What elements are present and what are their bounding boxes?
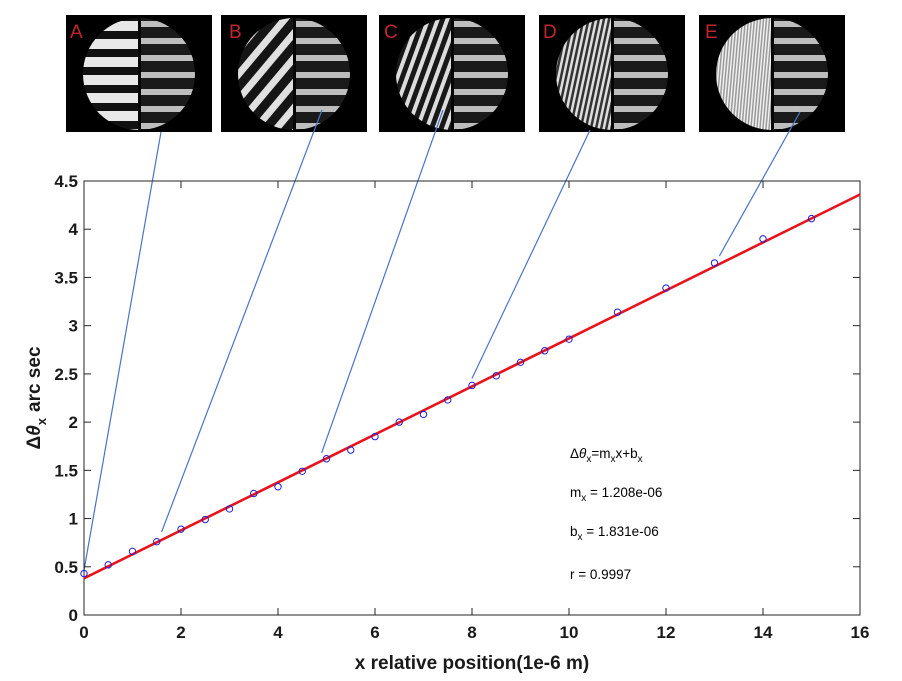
- data-point: [80, 569, 88, 578]
- panel-c-divider: [451, 18, 454, 130]
- fit-equation-sub-3: x: [638, 454, 643, 465]
- slope-sub: x: [581, 493, 586, 504]
- panel-a: A: [66, 15, 212, 132]
- connector-line: [321, 109, 444, 453]
- data-point: [419, 410, 428, 419]
- x-tick-label: 6: [370, 623, 379, 642]
- fit-equation-mid: x+b: [616, 446, 638, 461]
- y-tick-label: 0.5: [54, 558, 78, 577]
- data-point: [225, 505, 234, 513]
- y-tick-label: 3.5: [54, 268, 78, 287]
- panel-b: B: [221, 15, 367, 132]
- data-point: [201, 515, 209, 524]
- data-point: [347, 446, 355, 454]
- y-axis-title-theta: θ: [24, 425, 45, 436]
- interferogram-panels: A B C D: [66, 15, 845, 132]
- fit-annotations: Δθx=mxx+bx mx = 1.208e-06 bx = 1.831e-06…: [570, 446, 662, 582]
- fit-equation-delta: Δ: [570, 446, 579, 461]
- slope-name: m: [570, 485, 581, 500]
- fit-line: [83, 193, 861, 580]
- x-tick-label: 8: [467, 623, 476, 642]
- y-axis-title-delta: Δ: [24, 436, 45, 450]
- data-point: [613, 308, 622, 316]
- panel-d-divider: [611, 18, 614, 130]
- fit-equation: Δθx=mxx+bx: [570, 446, 643, 465]
- fit-equation-theta: θ: [579, 446, 587, 461]
- intercept-value: = 1.831e-06: [583, 524, 659, 539]
- fit-equation-sub-1: x: [586, 454, 591, 465]
- data-point: [128, 547, 137, 556]
- x-axis-title: x relative position(1e-6 m): [355, 653, 589, 674]
- data-point: [710, 259, 719, 267]
- data-point: [807, 214, 816, 223]
- y-tick-label: 2.5: [54, 365, 78, 384]
- data-point: [153, 538, 161, 546]
- data-point: [177, 525, 185, 533]
- data-point: [298, 467, 306, 475]
- x-tick-label: 16: [851, 623, 870, 642]
- axes-box: [83, 180, 861, 616]
- y-tick-label: 4: [69, 220, 79, 239]
- connector-line: [83, 131, 162, 571]
- fit-equation-eq: =m: [591, 446, 610, 461]
- y-tick-label: 1: [69, 510, 78, 529]
- connector-line: [718, 111, 801, 257]
- intercept-sub: x: [578, 532, 583, 543]
- plot-area: 0 2 4 6 8 10 12 14 16 0 0.5 1 1.5 2 2.5 3 3.5 4 4.5: [54, 172, 869, 642]
- y-axis-ticks: 0 0.5 1 1.5 2 2.5 3 3.5 4 4.5: [54, 172, 860, 625]
- panel-e-label: E: [705, 22, 718, 43]
- data-point: [516, 358, 525, 367]
- x-axis-ticks: 0 2 4 6 8 10 12 14 16: [79, 181, 869, 642]
- data-point: [468, 381, 476, 390]
- data-point: [444, 396, 452, 404]
- y-tick-label: 0: [69, 606, 78, 625]
- y-axis-title: Δθx arc sec: [24, 346, 49, 449]
- y-tick-label: 4.5: [54, 172, 78, 191]
- panel-d-label: D: [543, 22, 557, 43]
- data-point: [395, 418, 403, 426]
- panel-connectors: [83, 109, 801, 571]
- panel-b-divider: [293, 18, 296, 130]
- data-point: [759, 235, 767, 243]
- panel-e: E: [699, 15, 845, 132]
- y-tick-label: 2: [69, 413, 78, 432]
- data-point: [541, 347, 549, 355]
- panel-e-divider: [771, 18, 774, 130]
- x-tick-label: 12: [657, 623, 676, 642]
- data-point: [322, 455, 331, 463]
- data-points-layer: [80, 214, 816, 578]
- panel-b-label: B: [229, 22, 242, 43]
- connector-line: [161, 109, 323, 533]
- x-tick-label: 0: [79, 623, 88, 642]
- panel-a-divider: [138, 18, 141, 130]
- data-point: [662, 284, 670, 292]
- data-point: [104, 561, 112, 569]
- x-tick-label: 14: [754, 623, 773, 642]
- slope-value: = 1.208e-06: [586, 485, 662, 500]
- fit-line-layer: [83, 193, 861, 580]
- data-point: [274, 483, 282, 491]
- correlation-annotation: r = 0.9997: [570, 567, 631, 582]
- panel-c: C: [379, 15, 525, 132]
- data-point: [565, 335, 573, 343]
- intercept-annotation: bx = 1.831e-06: [570, 524, 659, 543]
- y-axis-title-subscript: x: [34, 417, 49, 425]
- data-point: [492, 372, 500, 380]
- x-tick-label: 2: [176, 623, 185, 642]
- panel-d: D: [539, 15, 685, 132]
- y-tick-label: 1.5: [54, 461, 78, 480]
- data-point: [371, 432, 379, 441]
- connector-line: [471, 129, 591, 379]
- slope-annotation: mx = 1.208e-06: [570, 485, 662, 504]
- panel-a-label: A: [70, 22, 83, 43]
- data-point: [250, 489, 258, 498]
- panel-c-label: C: [384, 22, 398, 43]
- y-tick-label: 3: [69, 317, 78, 336]
- x-tick-label: 10: [560, 623, 579, 642]
- x-tick-label: 4: [273, 623, 283, 642]
- y-axis-title-units: arc sec: [24, 346, 45, 412]
- intercept-name: b: [570, 524, 578, 539]
- fit-equation-sub-2: x: [611, 454, 616, 465]
